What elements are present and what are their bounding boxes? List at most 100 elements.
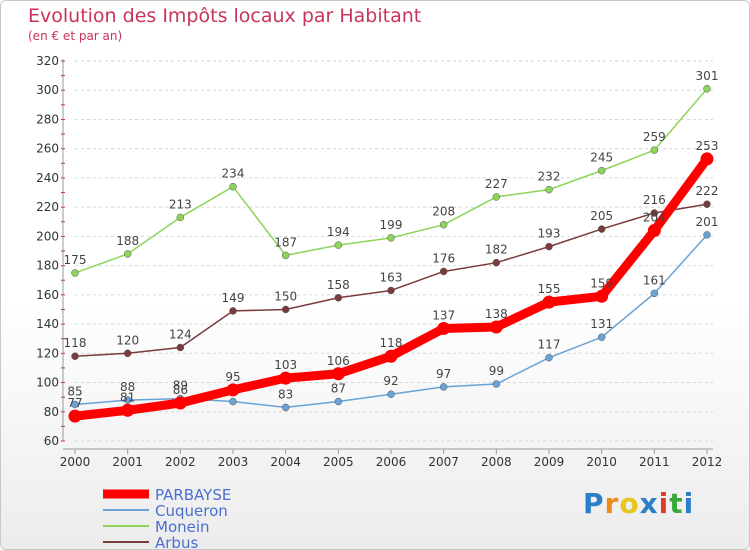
- data-label: 163: [380, 270, 403, 284]
- data-point: [123, 396, 132, 404]
- data-point: [173, 396, 187, 410]
- data-point: [229, 182, 237, 191]
- data-label: 137: [432, 308, 455, 322]
- data-point: [68, 409, 82, 423]
- data-point: [279, 371, 293, 385]
- data-label: 175: [64, 253, 87, 267]
- data-label: 131: [590, 317, 613, 331]
- data-point: [489, 320, 503, 334]
- data-label: 205: [590, 209, 613, 223]
- x-tick-label: 2011: [639, 455, 670, 469]
- data-label: 106: [327, 354, 350, 368]
- data-point: [545, 242, 553, 251]
- data-label: 232: [538, 170, 561, 184]
- data-point: [123, 349, 132, 358]
- data-point: [650, 146, 659, 154]
- data-point: [387, 234, 395, 242]
- data-labels: 77 81 86 95 103 106 118 137 138 155 159 204 253 85 88 8…: [64, 69, 719, 410]
- data-point: [542, 295, 556, 309]
- data-label: 92: [383, 374, 398, 388]
- data-label: 117: [538, 338, 561, 352]
- y-tick-label: 80: [44, 405, 59, 419]
- data-label: 124: [169, 327, 192, 341]
- proxiti-logo: Proxiti: [583, 487, 694, 520]
- data-label: 259: [643, 130, 666, 144]
- x-tick-label: 2002: [165, 455, 196, 469]
- y-tick-label: 120: [36, 346, 59, 360]
- data-label: 95: [225, 370, 240, 384]
- x-tick-label: 2004: [270, 455, 301, 469]
- x-tick-label: 2003: [218, 455, 249, 469]
- data-label: 120: [116, 333, 139, 347]
- y-tick-label: 320: [36, 54, 59, 68]
- x-tick-label: 2010: [586, 455, 617, 469]
- data-point: [595, 289, 609, 303]
- x-tick-label: 2005: [323, 455, 354, 469]
- data-label: 138: [485, 307, 508, 321]
- data-point: [703, 200, 711, 208]
- data-label: 176: [432, 251, 455, 265]
- y-tick-label: 280: [36, 112, 59, 126]
- y-tick-label: 100: [36, 376, 59, 390]
- data-label: 159: [590, 276, 613, 290]
- data-point: [281, 403, 290, 412]
- data-label: 97: [436, 367, 451, 381]
- y-tick-label: 260: [36, 142, 59, 156]
- data-point: [492, 258, 501, 267]
- data-point: [334, 397, 343, 406]
- data-point: [545, 185, 553, 194]
- data-label: 188: [116, 234, 139, 248]
- data-point: [71, 352, 79, 360]
- data-point: [281, 305, 290, 314]
- data-label: 213: [169, 197, 192, 211]
- data-label: 234: [222, 167, 245, 181]
- x-tick-label: 2006: [376, 455, 407, 469]
- data-label: 301: [696, 69, 719, 83]
- logo-letter: r: [604, 487, 620, 520]
- series-line-monein: [74, 88, 708, 274]
- y-tick-label: 160: [36, 288, 59, 302]
- x-tick-label: 2012: [692, 455, 723, 469]
- data-label: 99: [489, 364, 504, 378]
- data-label: 199: [380, 218, 403, 232]
- data-point: [384, 349, 398, 363]
- data-point: [439, 220, 448, 229]
- data-point: [700, 152, 714, 166]
- data-point: [176, 343, 185, 352]
- data-point: [647, 224, 661, 238]
- data-label: 158: [327, 278, 350, 292]
- data-label: 193: [538, 227, 561, 241]
- data-point: [281, 251, 290, 260]
- logo-letter: t: [669, 487, 684, 520]
- legend-label: Cuqueron: [155, 502, 228, 520]
- data-point: [226, 383, 240, 397]
- data-point: [492, 193, 501, 201]
- data-label: 253: [696, 139, 719, 153]
- y-tick-label: 140: [36, 317, 59, 331]
- legend-label: PARBAYSE: [155, 486, 231, 504]
- y-tick-label: 180: [36, 259, 59, 273]
- data-label: 149: [222, 291, 245, 305]
- data-point: [331, 367, 345, 381]
- data-label: 77: [67, 396, 82, 410]
- data-point: [387, 286, 395, 295]
- data-label: 86: [173, 383, 188, 397]
- data-point: [229, 307, 237, 315]
- axes: 60 80 100 120 140 160 180 200 220 240 260 280 300 320…: [36, 54, 722, 469]
- data-label: 88: [120, 380, 135, 394]
- data-label: 245: [590, 151, 613, 165]
- data-label: 83: [278, 387, 293, 401]
- x-tick-label: 2009: [534, 455, 565, 469]
- x-tick-label: 2007: [428, 455, 459, 469]
- data-point: [439, 383, 448, 391]
- data-point: [439, 267, 448, 276]
- data-point: [387, 390, 395, 398]
- data-label: 85: [67, 384, 82, 398]
- x-tick-label: 2000: [60, 455, 91, 469]
- data-label: 81: [120, 390, 135, 404]
- data-label: 182: [485, 243, 508, 257]
- data-label: 103: [274, 358, 297, 372]
- logo-letter: x: [639, 487, 659, 520]
